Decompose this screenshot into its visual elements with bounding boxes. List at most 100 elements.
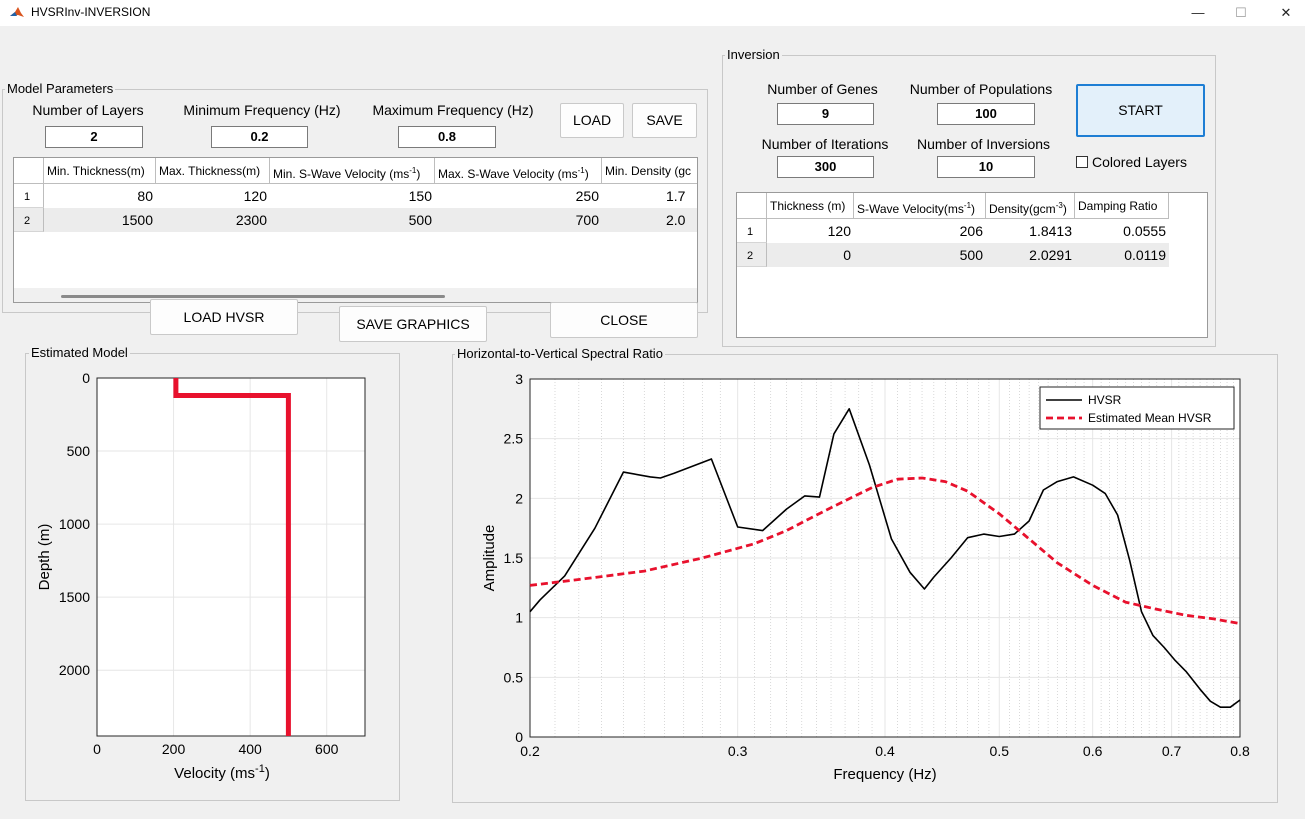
y-tick-label: 0 [515,729,523,745]
table-cell[interactable]: 2300 [235,212,267,228]
row-header[interactable]: 2 [14,208,44,232]
x-tick-label: 400 [238,741,262,757]
hvsr-line [529,407,1241,709]
estimated-model-title: Estimated Model [29,345,130,360]
column-header[interactable]: Damping Ratio [1075,193,1169,219]
close-button[interactable]: CLOSE [550,302,698,338]
model-parameters-title: Model Parameters [5,81,116,96]
num-layers-label: Number of Layers [32,102,144,118]
load-hvsr-button[interactable]: LOAD HVSR [150,299,298,335]
row-header[interactable]: 1 [14,184,44,208]
row-header[interactable]: 2 [737,243,767,267]
table-cell[interactable]: 120 [827,223,851,239]
axes-box [529,378,1241,738]
row-stripe [44,208,697,232]
estimated-model-panel [25,353,400,801]
table-cell[interactable]: 500 [959,247,983,263]
start-button[interactable]: START [1076,84,1205,137]
column-header[interactable]: Min. S-Wave Velocity (ms-1) [270,158,435,184]
max-frequency-field[interactable]: 0.8 [398,126,496,148]
x-tick-label: 0.8 [1230,743,1250,759]
model-parameters-table[interactable]: Min. Thickness(m) Max. Thickness(m) Min.… [13,157,698,303]
table-cell[interactable]: 1.7 [666,188,686,204]
y-tick-label: 1.5 [504,550,524,566]
estimated-mean-hvsr-line [529,476,1241,625]
plot-area [97,378,365,736]
velocity-profile-line [173,378,291,736]
table-cell[interactable]: 206 [959,223,983,239]
x-tick-label: 600 [315,741,339,757]
colored-layers-label: Colored Layers [1092,154,1187,170]
num-layers-field[interactable]: 2 [45,126,143,148]
load-button[interactable]: LOAD [560,103,624,138]
column-header[interactable]: Max. Thickness(m) [156,158,270,184]
max-frequency-label: Maximum Frequency (Hz) [372,102,534,118]
iterations-field[interactable]: 300 [777,156,874,178]
genes-field[interactable]: 9 [777,103,874,125]
y-axis-label: Depth (m) [36,524,53,591]
table-cell[interactable]: 80 [137,188,153,204]
y-tick-label: 1000 [59,516,90,532]
scrollbar-thumb[interactable] [61,295,445,298]
save-graphics-button[interactable]: SAVE GRAPHICS [339,306,487,342]
table-cell[interactable]: 150 [408,188,432,204]
table-cell[interactable]: 500 [408,212,432,228]
hvsr-panel-title: Horizontal-to-Vertical Spectral Ratio [455,346,665,361]
table-cell[interactable]: 250 [575,188,599,204]
x-tick-label: 0.4 [875,743,895,759]
close-window-button[interactable]: ✕ [1280,5,1292,20]
column-header[interactable]: Density(gcm-3) [986,193,1075,219]
window-title: HVSRInv-INVERSION [31,5,151,19]
y-tick-label: 2.5 [504,431,524,447]
column-header[interactable]: S-Wave Velocity(ms-1) [854,193,986,219]
save-button[interactable]: SAVE [632,103,697,138]
table-cell[interactable]: 700 [575,212,599,228]
y-tick-label: 1 [515,610,523,626]
iterations-label: Number of Iterations [761,136,889,152]
x-tick-label: 0.7 [1162,743,1182,759]
column-header[interactable]: Min. Density (gc [602,158,697,184]
row-header[interactable]: 1 [737,219,767,243]
x-tick-label: 0 [93,741,101,757]
y-tick-label: 2 [515,490,523,506]
y-tick-label: 3 [515,371,523,387]
populations-field[interactable]: 100 [937,103,1035,125]
maximize-button[interactable]: ☐ [1235,5,1247,20]
table-cell[interactable]: 2.0291 [1029,247,1072,263]
colored-layers-checkbox[interactable] [1076,156,1088,168]
matlab-icon [9,5,25,21]
column-header[interactable]: Min. Thickness(m) [44,158,156,184]
table-cell[interactable]: 2.0 [666,212,686,228]
x-axis-label: Frequency (Hz) [833,766,936,783]
table-cell[interactable]: 1.8413 [1029,223,1072,239]
corner-header [14,158,44,184]
min-frequency-field[interactable]: 0.2 [211,126,308,148]
y-tick-label: 0.5 [504,669,524,685]
x-tick-label: 200 [162,741,186,757]
table-cell[interactable]: 1500 [121,212,153,228]
min-frequency-label: Minimum Frequency (Hz) [183,102,341,118]
table-cell[interactable]: 0 [843,247,851,263]
hvsr-chart: 0.2 0.3 0.4 0.5 0.6 0.7 0.8 0 0.5 1 1.5 2 2.5 3 HVSR Es… [481,371,1250,783]
x-tick-label: 0.2 [520,743,540,759]
x-tick-label: 0.6 [1083,743,1103,759]
legend-label: Estimated Mean HVSR [1088,411,1212,425]
row-stripe [767,243,1169,267]
table-cell[interactable]: 0.0119 [1124,247,1166,263]
corner-header [737,193,767,219]
column-header[interactable]: Max. S-Wave Velocity (ms-1) [435,158,602,184]
x-tick-label: 0.3 [728,743,748,759]
column-header[interactable]: Thickness (m) [767,193,854,219]
inversion-results-table[interactable]: Thickness (m) S-Wave Velocity(ms-1) Dens… [736,192,1208,338]
horizontal-scrollbar[interactable] [14,288,697,302]
table-cell[interactable]: 0.0555 [1123,223,1166,239]
estimated-model-chart: 0 200 400 600 0 500 1000 1500 2000 Velocity (ms-1… [36,370,366,782]
minimize-button[interactable]: — [1191,5,1205,20]
table-cell[interactable]: 120 [243,188,267,204]
legend-box [1039,386,1235,430]
title-bar: HVSRInv-INVERSION — ☐ ✕ [0,0,1305,26]
inversions-field[interactable]: 10 [937,156,1035,178]
inversion-title: Inversion [725,47,782,62]
x-axis-label: Velocity (ms-1) [174,763,270,782]
inversion-panel [722,55,1216,347]
